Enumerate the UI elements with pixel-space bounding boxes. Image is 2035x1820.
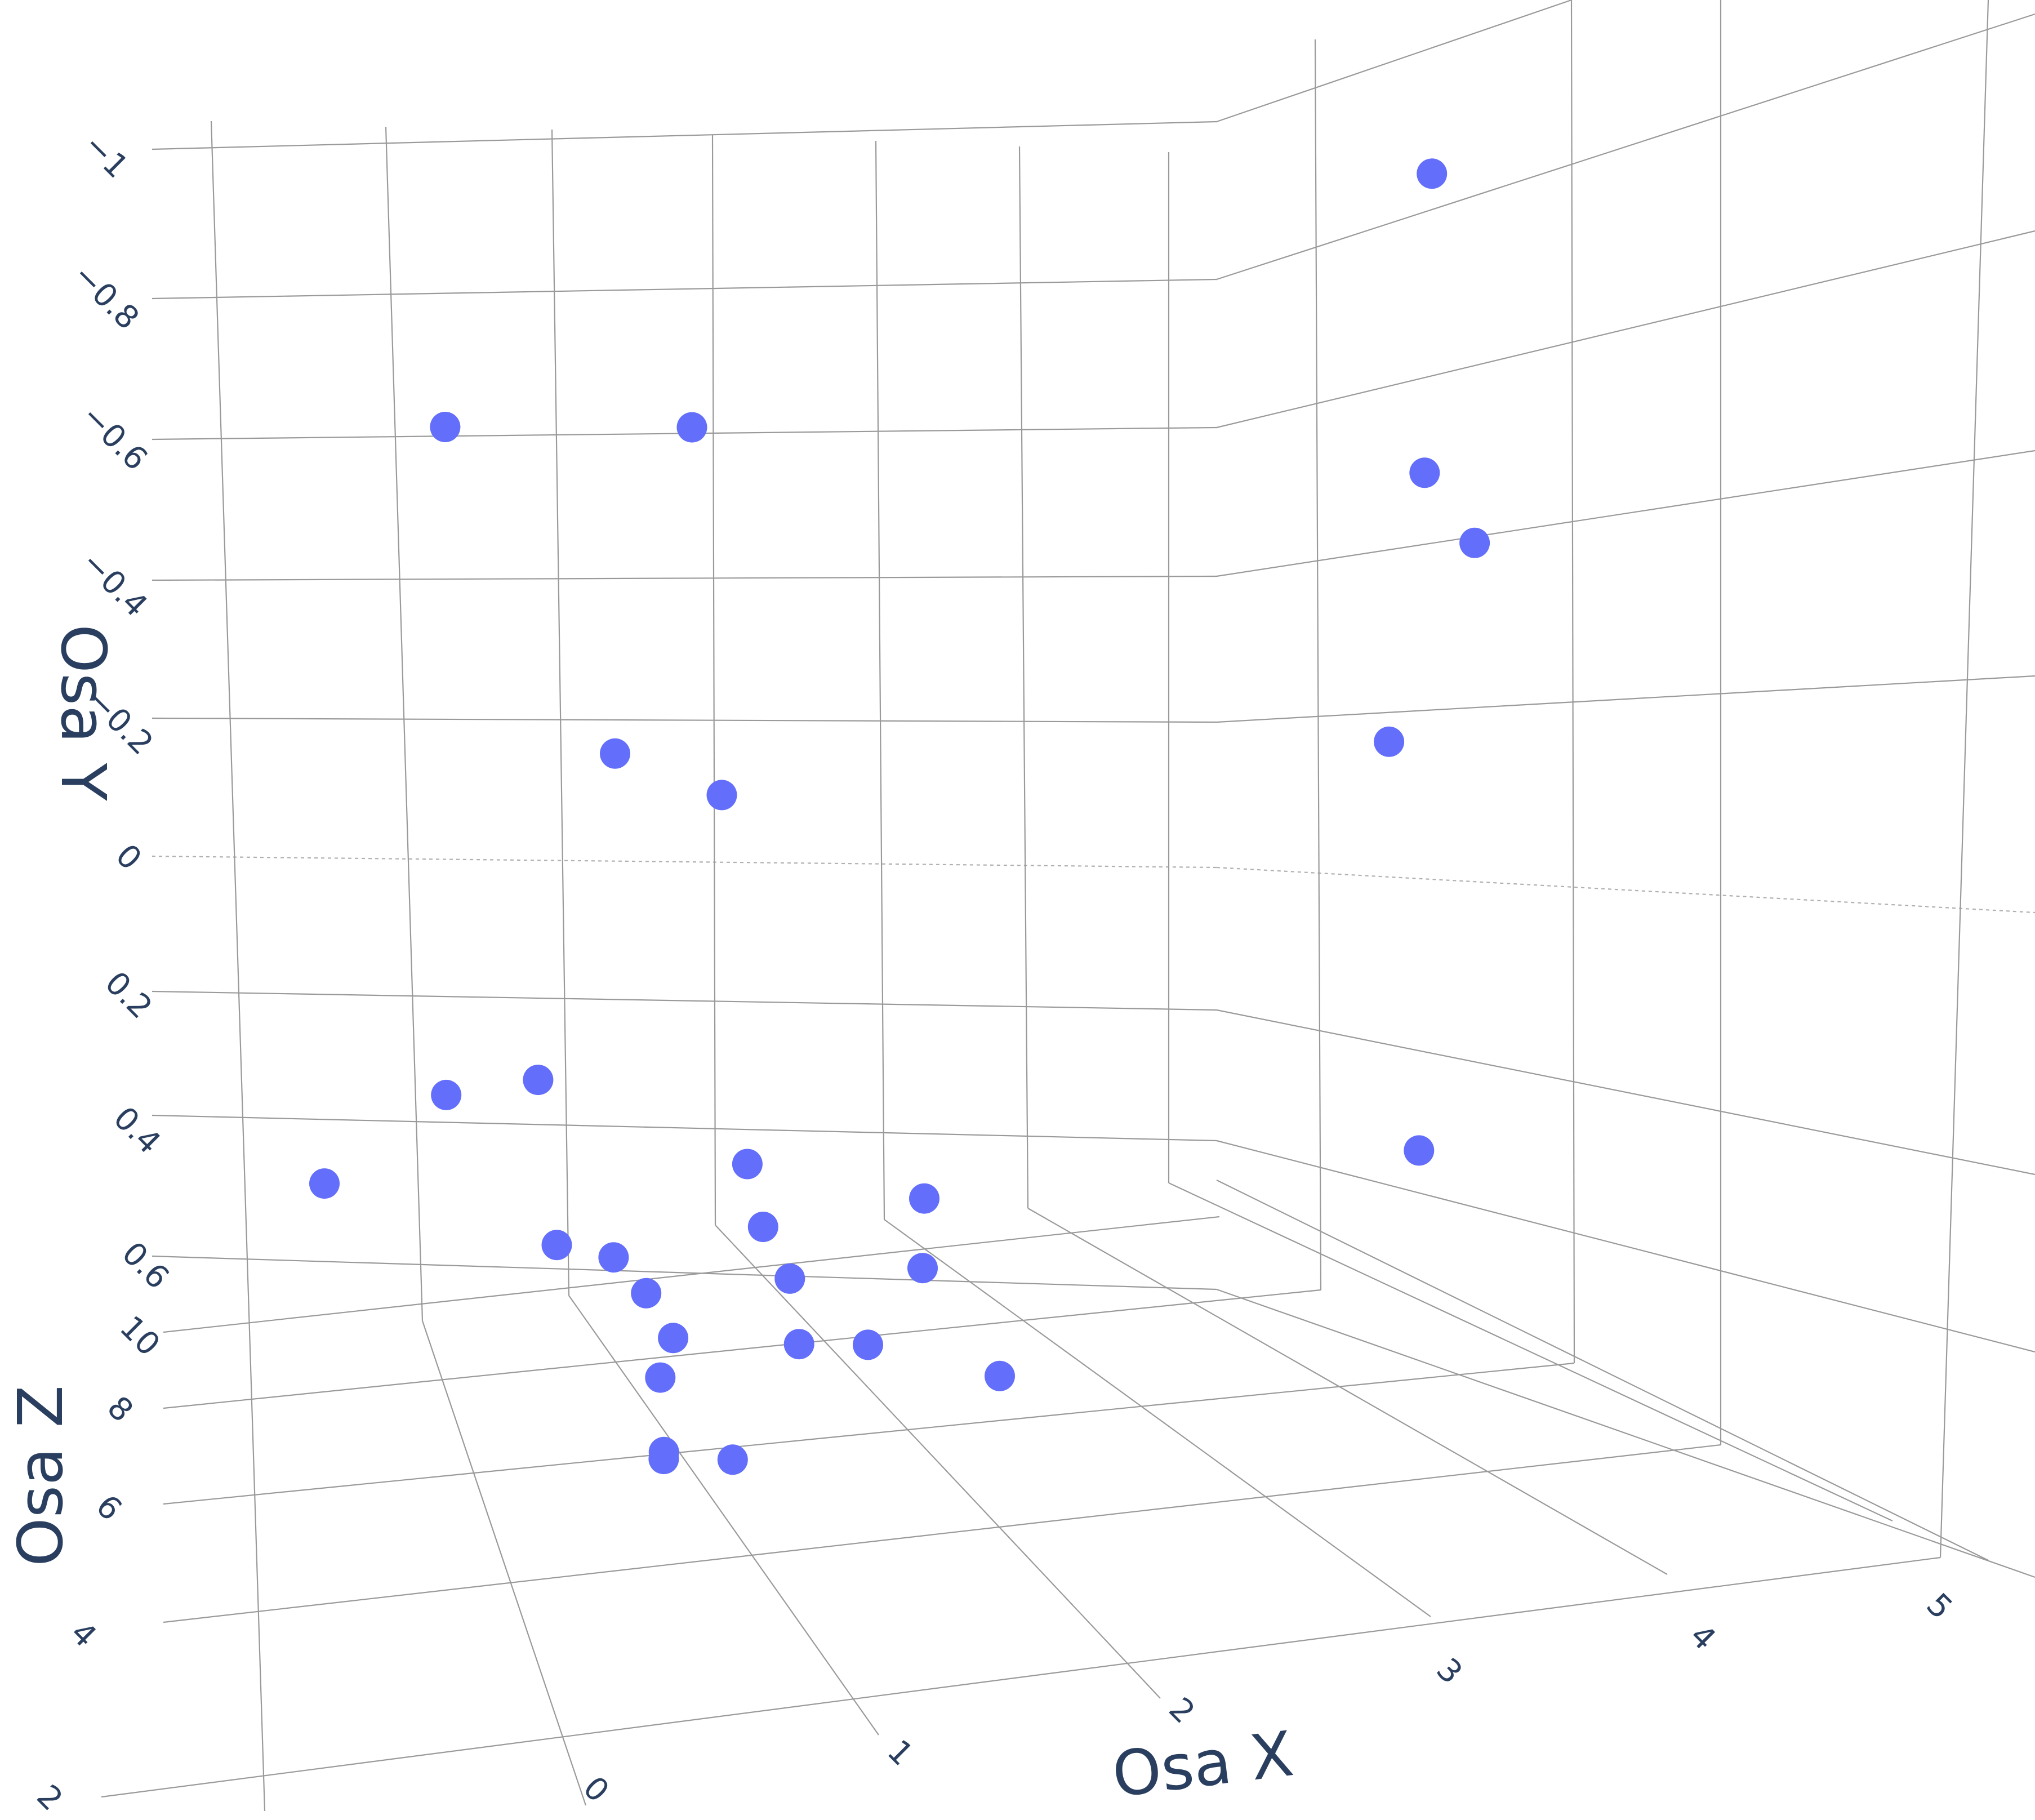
data-point-5[interactable] — [600, 738, 630, 769]
grid-floor-x-1 — [568, 1295, 879, 1736]
data-point-0[interactable] — [430, 412, 461, 442]
grid-right-y-0 — [1216, 0, 1572, 123]
data-point-17[interactable] — [774, 1263, 805, 1294]
data-points — [309, 158, 1490, 1475]
grid-back-y-8 — [152, 1255, 1217, 1291]
grid-floor-z-1 — [163, 1444, 1721, 1623]
data-point-14[interactable] — [541, 1230, 572, 1261]
data-point-26[interactable] — [648, 1444, 679, 1475]
data-point-3[interactable] — [1409, 457, 1440, 488]
grid-back-y-7 — [152, 1114, 1217, 1142]
grid-back-y-6 — [152, 990, 1217, 1011]
grid-back-x-3 — [711, 135, 716, 1226]
data-point-19[interactable] — [631, 1278, 662, 1309]
y-tick-3: −0.4 — [74, 544, 154, 624]
data-point-2[interactable] — [1417, 158, 1448, 189]
x-tick-2: 2 — [1161, 1690, 1201, 1730]
x-tick-5: 5 — [1919, 1586, 1959, 1626]
y-tick-5: 0 — [108, 837, 148, 877]
data-point-12[interactable] — [1404, 1135, 1435, 1166]
grid-right-y-2 — [1216, 230, 2035, 429]
data-point-13[interactable] — [309, 1168, 340, 1199]
x-tick-3: 3 — [1429, 1651, 1469, 1691]
z-tick-1: 4 — [63, 1614, 103, 1654]
data-point-15[interactable] — [598, 1242, 629, 1273]
y-tick-2: −0.6 — [74, 398, 154, 478]
x-tick-4: 4 — [1682, 1617, 1722, 1657]
data-point-21[interactable] — [783, 1329, 814, 1360]
grid-right-y-1 — [1216, 13, 2035, 281]
y-tick-1: −0.8 — [66, 257, 146, 337]
data-point-22[interactable] — [853, 1329, 883, 1360]
data-point-10[interactable] — [732, 1149, 763, 1180]
grid-back-x-1 — [385, 126, 424, 1321]
data-point-6[interactable] — [706, 780, 737, 811]
axis-title-z: Osa Z — [5, 1385, 77, 1567]
data-point-18[interactable] — [907, 1253, 938, 1284]
data-point-23[interactable] — [985, 1360, 1015, 1391]
axis-titles: Osa X Osa Y Osa Z — [5, 624, 1297, 1811]
data-point-9[interactable] — [523, 1065, 554, 1096]
axis-title-y: Osa Y — [47, 624, 119, 801]
grid-back-x-0 — [210, 121, 266, 1812]
grid-lines — [101, 0, 2035, 1812]
grid-back-y-3 — [152, 575, 1217, 581]
grid-back-y-1 — [152, 278, 1217, 300]
y-tick-8: 0.6 — [115, 1235, 176, 1296]
grid-floor-x-3 — [884, 1219, 1431, 1617]
grid-floor-x-4 — [1027, 1208, 1668, 1575]
y-tick-7: 0.4 — [106, 1100, 168, 1161]
grid-back-x-5 — [1018, 146, 1029, 1209]
grid-right-y-7 — [1216, 1140, 2035, 1353]
grid-right-y-5 — [1216, 866, 2035, 914]
grid-back-y-5 — [152, 855, 1217, 869]
grid-back-y-4 — [152, 717, 1217, 723]
grid-right-z-1 — [1570, 0, 1575, 1364]
z-tick-3: 8 — [100, 1389, 140, 1429]
grid-back-x-4 — [875, 140, 885, 1220]
data-point-16[interactable] — [747, 1212, 778, 1242]
data-point-7[interactable] — [1374, 726, 1405, 757]
grid-floor-z-3 — [163, 1289, 1321, 1409]
grid-floor-x-6 — [1216, 1180, 1989, 1561]
grid-back-y-0 — [152, 121, 1217, 150]
grid-right-z-0 — [1314, 39, 1322, 1291]
data-point-8[interactable] — [431, 1079, 462, 1110]
data-point-4[interactable] — [1459, 527, 1490, 558]
grid-floor-x-0 — [421, 1320, 587, 1806]
axis-title-x: Osa X — [1108, 1717, 1297, 1811]
grid-floor-z-4 — [163, 1216, 1220, 1333]
grid-right-y-3 — [1216, 450, 2035, 577]
grid-right-y-8 — [1216, 1288, 2035, 1578]
y-tick-6: 0.2 — [98, 964, 159, 1026]
grid-floor-z-2 — [163, 1362, 1575, 1505]
z-tick-0: 2 — [29, 1778, 69, 1818]
z-tick-4: 10 — [113, 1309, 167, 1363]
data-point-11[interactable] — [909, 1183, 939, 1214]
y-tick-0: −1 — [77, 127, 135, 185]
data-point-1[interactable] — [676, 412, 707, 443]
z-tick-2: 6 — [88, 1488, 128, 1528]
grid-right-y-6 — [1216, 1009, 2035, 1176]
grid-right-z-3 — [1939, 0, 1989, 1558]
grid-floor-x-5 — [1168, 1182, 1893, 1521]
grid-right-y-4 — [1216, 675, 2035, 723]
grid-floor-x-2 — [715, 1225, 1161, 1699]
grid-floor-z-0 — [101, 1556, 1941, 1798]
x-tick-0: 0 — [576, 1769, 616, 1809]
data-point-24[interactable] — [645, 1362, 676, 1393]
data-point-20[interactable] — [658, 1323, 689, 1354]
grid-back-x-2 — [551, 129, 570, 1296]
x-tick-1: 1 — [880, 1733, 920, 1773]
data-point-27[interactable] — [717, 1444, 748, 1475]
